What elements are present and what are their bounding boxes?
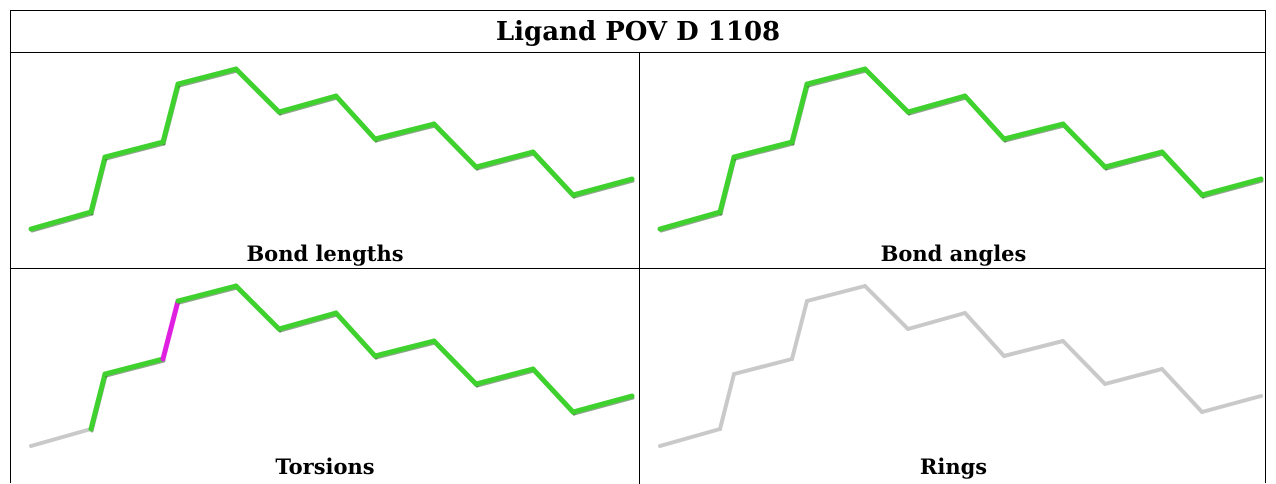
- bond-4: [160, 81, 181, 145]
- bond-6: [862, 66, 911, 115]
- bond-5: [804, 66, 868, 87]
- bond-6: [233, 66, 282, 115]
- bond-6: [233, 283, 282, 332]
- bond-8: [333, 310, 378, 359]
- bond-7: [276, 310, 339, 332]
- bond-11: [473, 149, 536, 170]
- bond-8: [962, 93, 1007, 142]
- bond-2: [717, 154, 737, 215]
- bond-3: [102, 139, 166, 160]
- bond-8: [963, 311, 1006, 358]
- bond-11: [1102, 149, 1165, 170]
- bond-7: [906, 311, 967, 331]
- bond-6: [863, 284, 910, 331]
- grid-divider-horizontal: [11, 268, 1265, 269]
- bond-9: [1001, 121, 1066, 142]
- bond-5: [805, 284, 867, 303]
- bond-10: [431, 121, 479, 170]
- bond-13: [570, 176, 635, 198]
- caption-rings: Rings: [919, 454, 988, 479]
- bond-2: [718, 372, 736, 431]
- bond-5: [175, 283, 239, 304]
- bond-13: [1199, 176, 1264, 198]
- bond-1: [28, 209, 94, 232]
- molecule-rings: [658, 284, 1263, 448]
- molecule-bond-angles: [657, 66, 1264, 233]
- bond-1: [29, 427, 93, 448]
- bond-4: [160, 298, 181, 362]
- bond-8: [333, 93, 378, 142]
- bond-3: [731, 139, 795, 160]
- bond-7: [276, 93, 339, 115]
- panel-bond-angles: Bond angles: [640, 53, 1267, 268]
- bond-11: [473, 366, 536, 387]
- caption-bond-angles: Bond angles: [880, 241, 1027, 266]
- bond-3: [102, 356, 166, 377]
- bond-11: [1103, 367, 1164, 386]
- molecule-bond-lengths: [28, 66, 635, 233]
- figure-frame: Ligand POV D 1108 Bond lengths Bond angl…: [10, 10, 1267, 484]
- bond-10: [1060, 121, 1108, 170]
- bond-7: [905, 93, 968, 115]
- bond-13: [1200, 394, 1263, 414]
- panel-bond-lengths: Bond lengths: [11, 53, 639, 268]
- bond-2: [88, 154, 108, 215]
- bond-10: [1061, 339, 1107, 386]
- bond-4: [790, 299, 809, 361]
- molecule-torsions: [29, 283, 635, 448]
- bond-12: [1160, 367, 1204, 414]
- bond-13: [570, 393, 635, 415]
- bond-12: [1159, 149, 1205, 198]
- panel-rings: Rings: [640, 269, 1267, 484]
- bond-12: [530, 366, 576, 415]
- caption-bond-lengths: Bond lengths: [246, 241, 404, 266]
- bond-9: [1002, 339, 1065, 358]
- bond-5: [175, 66, 239, 87]
- bond-1: [657, 209, 723, 232]
- bond-9: [372, 338, 437, 359]
- bond-12: [530, 149, 576, 198]
- figure-title: Ligand POV D 1108: [11, 11, 1265, 53]
- bond-10: [431, 338, 479, 387]
- bond-1: [658, 427, 722, 448]
- bond-2: [88, 371, 108, 432]
- caption-torsions: Torsions: [275, 454, 375, 479]
- panel-torsions: Torsions: [11, 269, 639, 484]
- bond-3: [732, 357, 794, 376]
- bond-9: [372, 121, 437, 142]
- bond-4: [789, 81, 810, 145]
